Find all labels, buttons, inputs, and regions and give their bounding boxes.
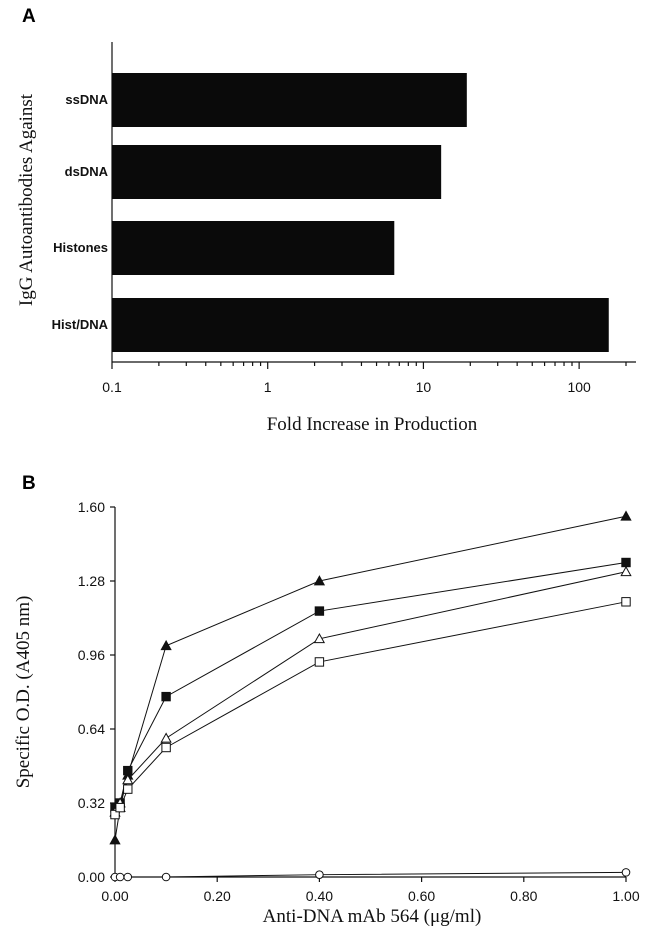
data-point-filled-triangle [313,575,326,586]
data-point-filled-square [314,606,325,616]
series-line-filled-square [114,562,627,808]
x-tick-label: 0.60 [408,888,435,904]
data-point-filled-square [161,691,171,702]
data-point-filled-triangle [620,510,632,521]
data-point-open-square [110,809,120,820]
data-point-open-square [621,597,631,607]
x-tick-label: 0.00 [101,888,128,904]
panel-b-label: B [22,473,36,494]
data-point-open-circle [161,872,171,882]
bar-histones [112,221,395,275]
data-point-open-circle [315,870,324,879]
series-filled-square [110,557,631,813]
data-point-filled-square [123,765,133,776]
y-tick-label: 0.64 [78,721,105,737]
series-open-circle [110,868,631,882]
y-tick-label: 1.60 [78,499,105,515]
y-tick-label: 0.32 [78,795,105,811]
y-tick-label: 0.00 [78,869,105,885]
panel-b: B 0.00 0.20 0.40 0.60 0.80 1.00 0.000.320.640… [13,473,640,927]
series-line-open-circle [115,871,627,878]
panel-b-series [109,510,632,882]
series-filled-triangle [109,510,632,845]
data-point-open-triangle [313,632,326,644]
data-point-filled-triangle [160,639,172,651]
panel-a-category-labels: ssDNA dsDNA Histones Hist/DNA [52,92,109,332]
data-point-open-circle [621,868,631,877]
bar-ssdna [112,73,467,127]
panel-a-bars [112,73,609,352]
category-label: dsDNA [65,164,109,179]
category-label: ssDNA [65,92,108,107]
bar-dsdna [112,145,442,199]
panel-a: A ssDNA dsDNA Histones Hist/DNA 0.1 1 10 100 F… [16,6,636,435]
x-tick-label: 10 [416,379,432,395]
data-point-open-triangle [160,732,172,743]
category-label: Histones [53,240,108,255]
data-point-filled-square [621,557,631,568]
data-point-open-triangle [620,565,632,577]
x-tick-label: 0.1 [102,379,122,395]
x-tick-label: 0.20 [204,888,231,904]
y-tick-label: 1.28 [78,573,105,589]
panel-b-y-axis-title: Specific O.D. (A405 nm) [13,596,34,789]
x-tick-label: 100 [567,379,591,395]
data-point-open-square [161,742,171,753]
x-tick-label: 1 [264,379,272,395]
y-tick-label: 0.96 [78,647,105,663]
panel-a-label: A [22,6,36,27]
panel-a-x-axis-title: Fold Increase in Production [267,414,478,435]
series-line-open-triangle [114,571,627,813]
panel-a-x-ticks: 0.1 1 10 100 [102,362,627,395]
data-point-open-triangle [122,774,134,785]
data-point-open-square [115,802,125,813]
series-open-triangle [109,565,632,817]
data-point-open-circle [123,872,133,882]
panel-b-x-axis-title: Anti-DNA mAb 564 (μg/ml) [263,906,482,927]
x-tick-label: 0.80 [510,888,537,904]
panel-b-y-ticks: 0.00 0.32 0.64 0.96 1.28 1.60 [78,499,115,885]
x-tick-label: 1.00 [612,888,639,904]
data-point-open-square [314,657,325,667]
data-point-filled-triangle [109,834,121,845]
data-point-open-circle [115,872,125,882]
series-line-open-square [114,601,627,815]
panel-a-y-axis-title: IgG Autoantibodies Against [16,93,37,306]
panel-b-x-ticks: 0.00 0.20 0.40 0.60 0.80 1.00 [101,877,640,904]
bar-hist-dna [112,298,609,352]
series-line-filled-triangle [114,515,627,841]
series-open-square [110,597,631,820]
data-point-open-square [123,784,133,794]
category-label: Hist/DNA [52,317,109,332]
x-tick-label: 0.40 [306,888,333,904]
